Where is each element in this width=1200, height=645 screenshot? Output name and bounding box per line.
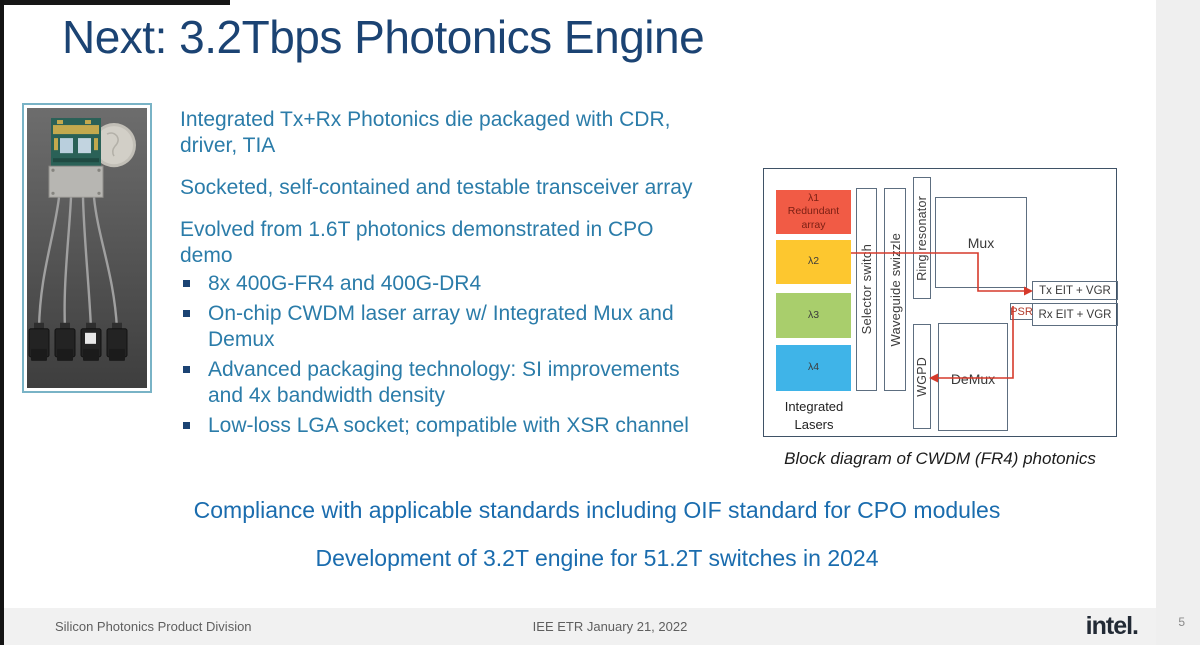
laser-box-lambda2: λ2 [776, 240, 851, 284]
intel-logo: intel. [1085, 612, 1139, 640]
block-diagram: λ1 Redundant array λ2 λ3 λ4 Integrated L… [763, 168, 1118, 437]
tx-eit-vgr-box: Tx EIT + VGR [1032, 281, 1118, 300]
rx-eit-vgr-box: Rx EIT + VGR [1032, 303, 1118, 326]
bullet-item: Advanced packaging technology: SI improv… [180, 357, 800, 409]
bullet-square-icon [183, 280, 190, 287]
demux-box: DeMux [938, 323, 1008, 431]
bullet-square-icon [183, 310, 190, 317]
selector-switch-box: Selector switch [856, 188, 877, 391]
statement-development: Development of 3.2T engine for 51.2T swi… [315, 545, 879, 571]
demux-label: DeMux [950, 371, 996, 387]
selector-switch-label: Selector switch [859, 244, 874, 335]
waveguide-swizzle-label: Waveguide swizzle [887, 232, 903, 347]
psr-box: PSR [1010, 303, 1033, 320]
bullet-square-icon [183, 366, 190, 373]
bullet-text: Advanced packaging technology: SI improv… [208, 358, 680, 407]
connector-label [85, 332, 96, 344]
page-number: 5 [1178, 615, 1185, 629]
footer-date: IEE ETR January 21, 2022 [532, 619, 688, 634]
module-photo [22, 103, 152, 393]
bullet-square-icon [183, 422, 190, 429]
mux-box: Mux [935, 197, 1027, 288]
integrated-lasers-label: Integrated Lasers [784, 399, 844, 432]
pcb [51, 118, 101, 169]
ring-resonator-label: Ring resonator [915, 195, 929, 281]
diagram-caption: Block diagram of CWDM (FR4) photonics [784, 449, 1096, 468]
laser-box-lambda3: λ3 [776, 293, 851, 338]
ring-resonator-box: Ring resonator [913, 177, 931, 299]
footer: Silicon Photonics Product Division IEE E… [0, 608, 1156, 645]
paragraph: Integrated Tx+Rx Photonics die packaged … [180, 108, 671, 157]
left-edge-artifact [0, 0, 4, 645]
fiber-connectors [28, 322, 128, 361]
body-content: Integrated Tx+Rx Photonics die packaged … [180, 107, 800, 443]
bullet-item: Low-loss LGA socket; compatible with XSR… [180, 413, 800, 439]
bullet-item: On-chip CWDM laser array w/ Integrated M… [180, 301, 800, 353]
coin [92, 123, 136, 168]
slide: Next: 3.2Tbps Photonics Engine [0, 11, 1156, 645]
metal-block [48, 165, 104, 198]
bullet-text: Low-loss LGA socket; compatible with XSR… [208, 414, 689, 437]
bullet-list: 8x 400G-FR4 and 400G-DR4 On-chip CWDM la… [180, 271, 800, 439]
bullet-item: 8x 400G-FR4 and 400G-DR4 [180, 271, 800, 297]
right-gutter [1156, 0, 1200, 645]
statement-compliance: Compliance with applicable standards inc… [193, 497, 1001, 523]
wgpd-label: WGPD [915, 356, 929, 397]
laser-box-lambda1: λ1 Redundant array [776, 190, 851, 234]
laser-box-lambda4: λ4 [776, 345, 851, 391]
bullet-text: On-chip CWDM laser array w/ Integrated M… [208, 302, 674, 351]
wgpd-box: WGPD [913, 324, 931, 429]
fiber-cables [37, 197, 119, 329]
top-edge-artifact [0, 0, 230, 5]
footer-division: Silicon Photonics Product Division [55, 619, 252, 634]
bullet-text: 8x 400G-FR4 and 400G-DR4 [208, 272, 482, 295]
paragraph: Socketed, self-contained and testable tr… [180, 176, 693, 199]
paragraph: Evolved from 1.6T photonics demonstrated… [180, 218, 654, 267]
module-photo-image [27, 108, 147, 388]
waveguide-swizzle-box: Waveguide swizzle [884, 188, 906, 391]
page-title: Next: 3.2Tbps Photonics Engine [62, 11, 705, 63]
